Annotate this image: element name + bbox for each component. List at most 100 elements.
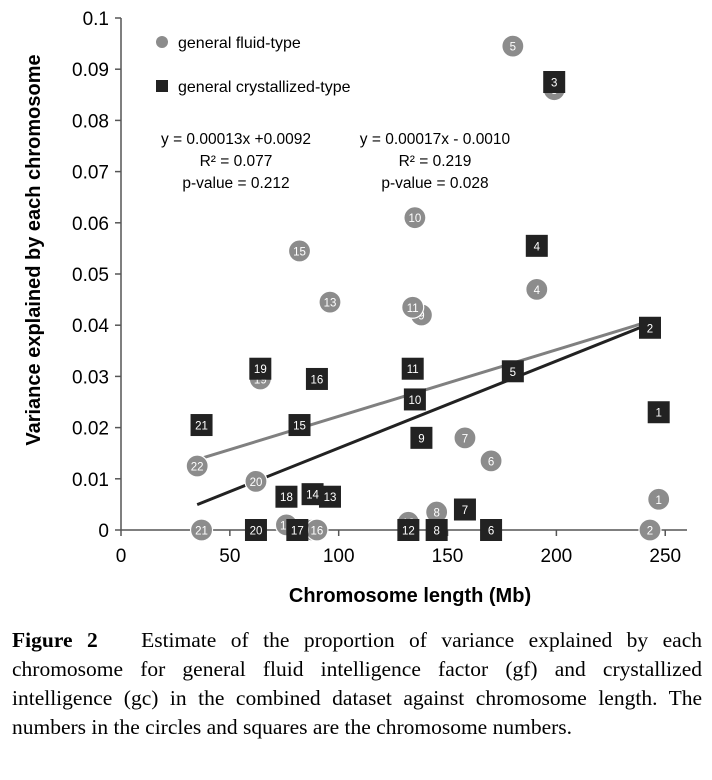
square-marker <box>244 519 267 541</box>
trend-lines <box>196 317 660 507</box>
crystallized-point: 5 <box>501 360 524 383</box>
square-marker <box>190 414 213 437</box>
circle-marker <box>501 34 525 58</box>
circle-marker <box>287 239 312 263</box>
fluid-point: 16 <box>305 518 329 542</box>
annotation-fluid: y = 0.00013x +0.0092 R² = 0.077 p-value = … <box>161 131 311 192</box>
marker-label: 19 <box>254 364 267 376</box>
fluid-point: 21 <box>189 518 214 542</box>
crystallized-point: 8 <box>425 519 448 541</box>
square-marker <box>525 234 548 257</box>
circle-marker <box>318 290 342 314</box>
marker-label: 22 <box>191 462 204 474</box>
fluid-point: 2 <box>638 518 662 542</box>
marker-label: 1 <box>655 495 661 507</box>
figure-caption: Figure 2 Estimate of the proportion of v… <box>12 626 702 742</box>
crystallized-point: 9 <box>410 426 433 449</box>
marker-label: 13 <box>324 492 337 504</box>
circle-marker <box>647 487 671 511</box>
marker-label: 12 <box>402 526 415 538</box>
fluid-point: 4 <box>525 277 549 301</box>
marker-label: 8 <box>433 508 439 520</box>
y-tick-label: 0.06 <box>72 214 109 235</box>
marker-label: 9 <box>418 310 424 322</box>
circle-marker <box>479 449 503 473</box>
crystallized-point: 12 <box>397 519 420 541</box>
fluid-point: 7 <box>453 426 477 450</box>
marker-label: 9 <box>418 433 424 445</box>
fluid-point: 20 <box>244 469 268 493</box>
marker-label: 13 <box>324 298 337 310</box>
legend-label: general crystallized-type <box>178 79 351 96</box>
legend: general fluid-type general crystallized-t… <box>156 35 351 96</box>
annotation-line: R² = 0.077 <box>200 153 273 170</box>
y-tick-label: 0.09 <box>72 60 109 81</box>
square-marker <box>397 519 420 541</box>
fluid-point: 15 <box>287 239 312 263</box>
regression-annotations: y = 0.00013x +0.0092 R² = 0.077 p-value = … <box>161 131 511 192</box>
square-marker <box>318 485 341 508</box>
circle-marker <box>244 469 268 493</box>
annotation-cryst: y = 0.00017x - 0.0010 R² = 0.219 p-value =… <box>360 131 511 192</box>
circle-marker <box>525 277 549 301</box>
marker-label: 21 <box>195 526 208 538</box>
x-tick-label: 100 <box>323 546 355 567</box>
fluid-point: 1 <box>647 487 671 511</box>
annotation-line: y = 0.00017x - 0.0010 <box>360 131 511 148</box>
figure-label: Figure 2 <box>12 628 98 652</box>
marker-label: 5 <box>510 367 516 379</box>
square-marker <box>301 483 324 506</box>
y-tick-label: 0 <box>98 521 109 542</box>
marker-label: 17 <box>291 526 304 538</box>
trend-line <box>196 317 660 462</box>
fluid-point: 11 <box>401 295 425 319</box>
circle-marker <box>185 454 209 478</box>
legend-item: general fluid-type <box>156 35 301 52</box>
y-axis-title: Variance explained by each chromosome <box>23 54 45 445</box>
square-marker <box>425 519 448 541</box>
marker-label: 4 <box>534 285 541 297</box>
square-marker <box>647 401 670 424</box>
data-markers: 1234567891011121314151617181920212212345… <box>185 34 671 542</box>
square-marker <box>249 357 272 380</box>
crystallized-point: 7 <box>453 498 476 521</box>
annotation-line: R² = 0.219 <box>399 153 472 170</box>
axes: 0 0.01 0.02 0.03 0.04 0.05 0.06 0.07 0.08 0.09 0.1… <box>72 9 687 567</box>
y-tick-label: 0.1 <box>83 9 109 30</box>
crystallized-point: 21 <box>190 414 213 437</box>
crystallized-point: 4 <box>525 234 548 257</box>
marker-label: 10 <box>408 395 421 407</box>
circle-marker <box>401 295 425 319</box>
marker-label: 7 <box>462 505 468 517</box>
crystallized-point: 19 <box>249 357 272 380</box>
crystallized-point: 17 <box>286 519 309 541</box>
y-tick-label: 0.05 <box>72 265 109 286</box>
annotation-line: p-value = 0.028 <box>381 175 488 192</box>
fluid-point: 22 <box>185 454 209 478</box>
square-marker <box>543 71 566 93</box>
annotation-line: y = 0.00013x +0.0092 <box>161 131 311 148</box>
x-tick-label: 0 <box>116 546 127 567</box>
square-marker <box>403 388 426 411</box>
square-marker <box>453 498 476 521</box>
marker-label: 11 <box>407 303 419 315</box>
marker-label: 14 <box>306 490 319 502</box>
circle-marker <box>403 206 427 230</box>
fluid-point: 5 <box>501 34 525 58</box>
circle-marker <box>453 426 477 450</box>
marker-label: 1 <box>655 408 661 420</box>
x-tick-label: 50 <box>219 546 240 567</box>
square-marker <box>275 485 298 508</box>
marker-label: 4 <box>534 241 541 253</box>
marker-label: 11 <box>407 364 419 376</box>
fluid-point: 10 <box>403 206 427 230</box>
square-marker <box>501 360 524 383</box>
crystallized-point: 14 <box>301 483 324 506</box>
crystallized-point: 13 <box>318 485 341 508</box>
x-tick-label: 200 <box>541 546 573 567</box>
y-tick-label: 0.02 <box>72 419 109 440</box>
legend-circle-swatch <box>156 36 168 48</box>
crystallized-point: 18 <box>275 485 298 508</box>
circle-marker <box>189 518 214 542</box>
marker-label: 18 <box>280 492 293 504</box>
